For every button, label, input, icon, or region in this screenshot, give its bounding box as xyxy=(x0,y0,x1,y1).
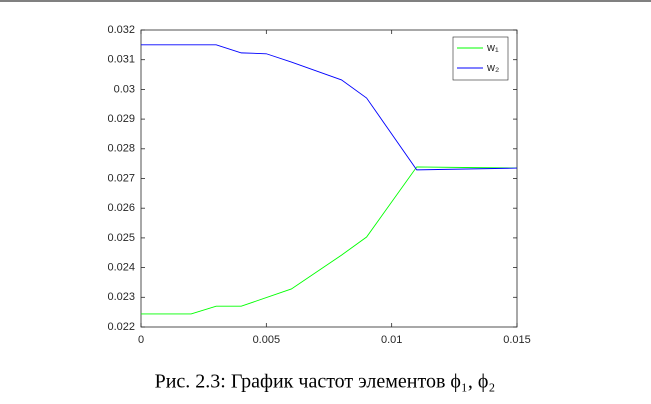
y-tick-label: 0.03 xyxy=(114,83,135,95)
caption: Рис. 2.3: График частот элементов ϕ₁, ϕ₂ xyxy=(155,371,496,393)
y-tick-label: 0.024 xyxy=(107,262,135,274)
y-tick-label: 0.032 xyxy=(107,24,135,36)
y-tick-label: 0.025 xyxy=(107,232,135,244)
series-line xyxy=(141,44,518,171)
series-line xyxy=(141,166,518,315)
y-tick-label: 0.023 xyxy=(107,291,135,303)
y-tick-label: 0.029 xyxy=(107,113,135,125)
x-tick-label: 0 xyxy=(138,334,144,346)
x-tick-label: 0.01 xyxy=(381,334,402,346)
legend-label: w₁ xyxy=(486,42,499,54)
legend-box xyxy=(452,36,509,81)
y-tick-label: 0.026 xyxy=(107,202,135,214)
x-tick-label: 0.005 xyxy=(253,334,281,346)
legend-label: w₂ xyxy=(486,62,499,74)
y-tick-label: 0.031 xyxy=(107,54,135,66)
y-tick-label: 0.022 xyxy=(107,321,135,333)
y-tick-label: 0.027 xyxy=(107,172,135,184)
x-tick-label: 0.015 xyxy=(503,334,531,346)
y-tick-label: 0.028 xyxy=(107,143,135,155)
